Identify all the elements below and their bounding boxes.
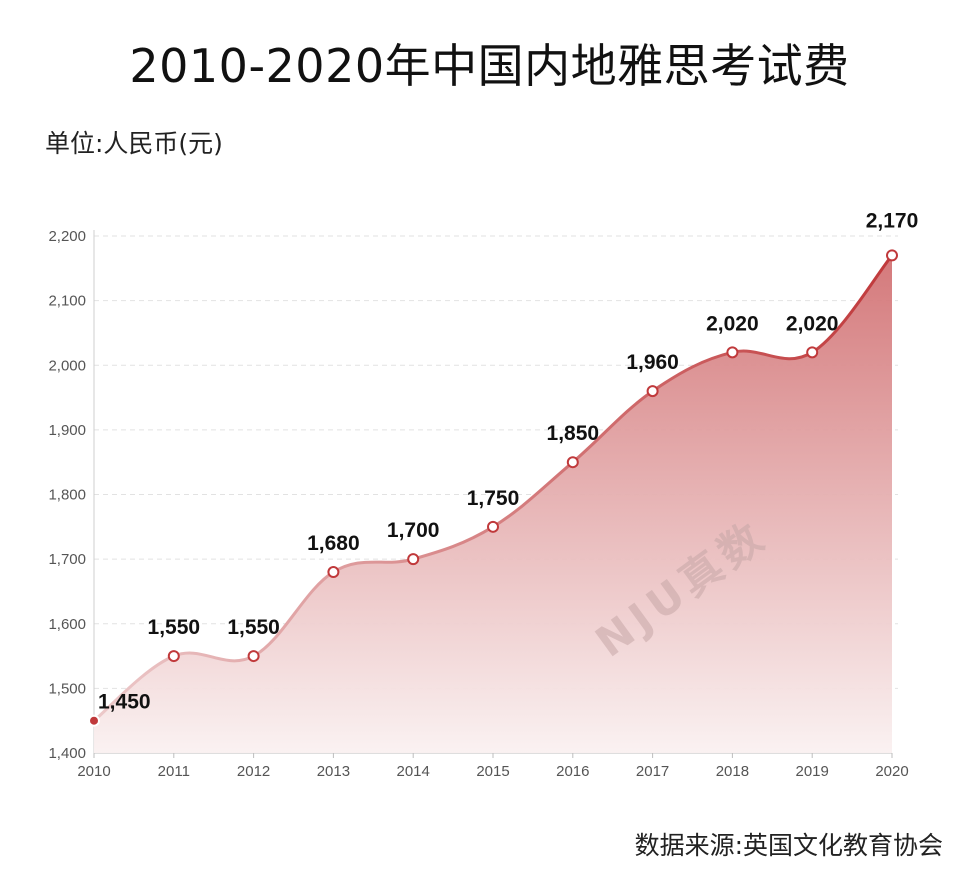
data-label-2011: 1,550 xyxy=(148,616,201,639)
data-point-2016 xyxy=(566,456,579,469)
x-tick-label: 2015 xyxy=(476,763,509,780)
data-point-2010 xyxy=(88,714,100,727)
x-tick-label: 2017 xyxy=(636,763,669,780)
x-tick-label: 2012 xyxy=(237,763,270,780)
area-path xyxy=(94,255,892,753)
y-tick-label: 1,600 xyxy=(48,616,86,633)
data-label-2016: 1,850 xyxy=(547,422,600,445)
y-tick-label: 1,800 xyxy=(48,487,86,504)
data-labels: 1,450 1,550 1,550 1,680 1,700 1,750 1,850 1,960… xyxy=(98,209,918,713)
x-tick-label: 2014 xyxy=(397,763,430,780)
data-label-2020: 2,170 xyxy=(866,209,919,232)
data-point-2012 xyxy=(247,650,260,663)
data-label-2012: 1,550 xyxy=(227,616,280,639)
y-tick-label: 1,900 xyxy=(48,422,86,439)
data-label-2017: 1,960 xyxy=(626,351,679,374)
y-tick-label: 1,700 xyxy=(48,551,86,568)
x-tick-label: 2018 xyxy=(716,763,749,780)
x-tick-label: 2016 xyxy=(556,763,589,780)
data-label-2018: 2,020 xyxy=(706,312,759,335)
data-point-2018 xyxy=(726,346,739,359)
x-tick-label: 2013 xyxy=(317,763,350,780)
area-fill: NJU真数 xyxy=(94,255,892,753)
data-label-2019: 2,020 xyxy=(786,312,839,335)
unit-label: 单位:人民币(元) xyxy=(45,129,223,158)
data-label-2014: 1,700 xyxy=(387,519,440,542)
data-markers xyxy=(88,249,898,727)
y-tick-label: 1,400 xyxy=(48,745,86,762)
data-label-2015: 1,750 xyxy=(467,487,520,510)
data-point-2015 xyxy=(487,520,499,533)
data-point-2020 xyxy=(886,249,898,262)
y-tick-label: 2,200 xyxy=(48,228,86,245)
data-label-2010: 1,450 xyxy=(98,691,151,714)
data-point-2019 xyxy=(806,346,819,359)
data-point-2013 xyxy=(327,566,340,579)
y-tick-label: 1,500 xyxy=(48,680,86,697)
y-tick-label: 2,000 xyxy=(48,357,86,374)
chart-title: 2010-2020年中国内地雅思考试费 xyxy=(129,39,850,93)
data-point-2014 xyxy=(407,553,420,566)
x-tick-label: 2019 xyxy=(796,763,829,780)
source-label: 数据来源:英国文化教育协会 xyxy=(634,831,943,860)
x-tick-label: 2020 xyxy=(875,763,908,780)
data-point-2017 xyxy=(646,385,659,398)
x-tick-label: 2011 xyxy=(158,763,190,780)
data-label-2013: 1,680 xyxy=(307,532,360,555)
x-tick-label: 2010 xyxy=(77,763,110,780)
y-tick-label: 2,100 xyxy=(48,293,86,310)
data-point-2011 xyxy=(167,650,180,663)
